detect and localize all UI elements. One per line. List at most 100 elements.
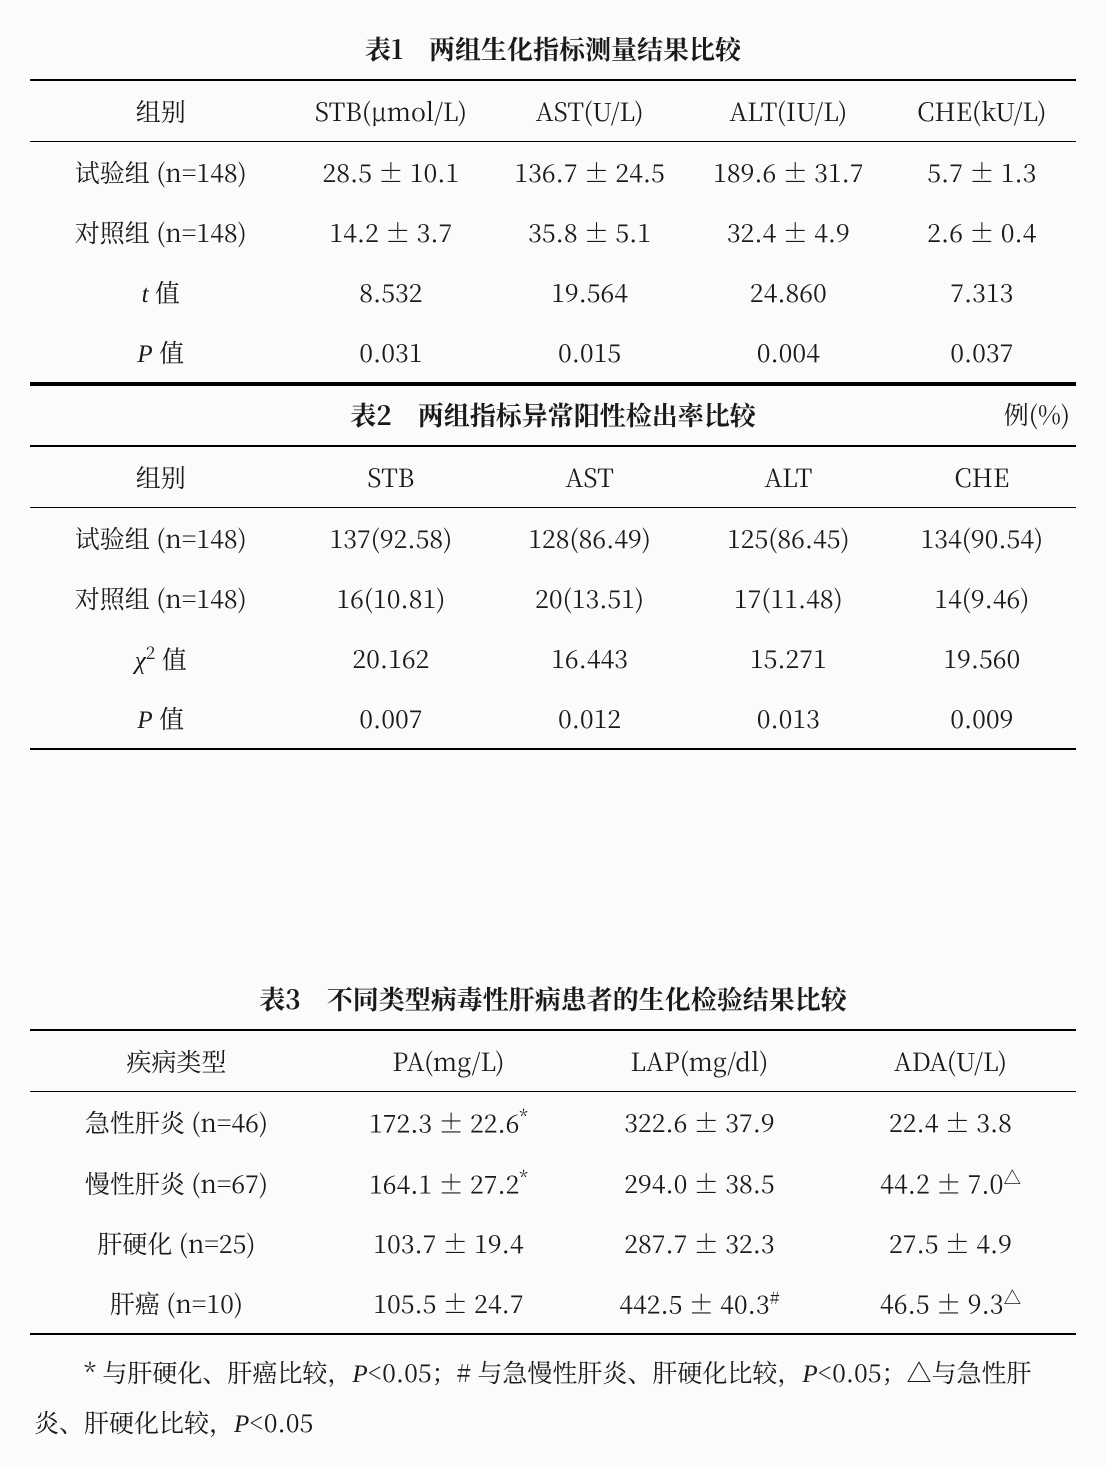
row-label: 试验组 (n=148) <box>30 508 292 569</box>
table3: 疾病类型 PA(mg/L) LAP(mg/dl) ADA(U/L) 急性肝炎 (… <box>30 1029 1076 1335</box>
cell: 0.007 <box>292 688 491 749</box>
table3-body: 急性肝炎 (n=46) 172.3 ± 22.6* 322.6 ± 37.9 2… <box>30 1092 1076 1334</box>
cell: 5.7 ± 1.3 <box>888 142 1076 203</box>
cell: 24.860 <box>689 262 888 322</box>
cell: 46.5 ± 9.3△ <box>825 1273 1076 1334</box>
cell: 20.162 <box>292 628 491 688</box>
table-row: 对照组 (n=148) 14.2 ± 3.7 35.8 ± 5.1 32.4 ±… <box>30 202 1076 262</box>
cell: 17(11.48) <box>689 568 888 628</box>
table1-header-1: STB(μmol/L) <box>292 80 491 142</box>
row-label: χ2 值 <box>30 628 292 688</box>
row-label: 慢性肝炎 (n=67) <box>30 1153 323 1213</box>
cell: 7.313 <box>888 262 1076 322</box>
cell: 128(86.49) <box>490 508 689 569</box>
table-row: 对照组 (n=148) 16(10.81) 20(13.51) 17(11.48… <box>30 568 1076 628</box>
table2-header-0: 组别 <box>30 446 292 508</box>
cell: 2.6 ± 0.4 <box>888 202 1076 262</box>
table1-head: 组别 STB(μmol/L) AST(U/L) ALT(IU/L) CHE(kU… <box>30 80 1076 142</box>
table1-header-0: 组别 <box>30 80 292 142</box>
table3-header-1: PA(mg/L) <box>323 1030 574 1092</box>
table-row: 试验组 (n=148) 137(92.58) 128(86.49) 125(86… <box>30 508 1076 569</box>
cell: 0.015 <box>490 322 689 383</box>
cell: 16(10.81) <box>292 568 491 628</box>
table-row: 慢性肝炎 (n=67) 164.1 ± 27.2* 294.0 ± 38.5 4… <box>30 1153 1076 1213</box>
cell: 105.5 ± 24.7 <box>323 1273 574 1334</box>
cell: 0.004 <box>689 322 888 383</box>
table2-body: 试验组 (n=148) 137(92.58) 128(86.49) 125(86… <box>30 508 1076 750</box>
row-label: 肝硬化 (n=25) <box>30 1213 323 1273</box>
row-label: t 值 <box>30 262 292 322</box>
table1-container: 表1 两组生化指标测量结果比较 组别 STB(μmol/L) AST(U/L) … <box>30 20 1076 384</box>
cell: 0.031 <box>292 322 491 383</box>
table1-title: 表1 两组生化指标测量结果比较 <box>30 20 1076 79</box>
cell: 189.6 ± 31.7 <box>689 142 888 203</box>
cell: 15.271 <box>689 628 888 688</box>
table1-body: 试验组 (n=148) 28.5 ± 10.1 136.7 ± 24.5 189… <box>30 142 1076 384</box>
cell: 0.037 <box>888 322 1076 383</box>
cell: 19.564 <box>490 262 689 322</box>
cell: 134(90.54) <box>888 508 1076 569</box>
table3-header-3: ADA(U/L) <box>825 1030 1076 1092</box>
row-label: 急性肝炎 (n=46) <box>30 1092 323 1153</box>
table1-header-2: AST(U/L) <box>490 80 689 142</box>
cell: 27.5 ± 4.9 <box>825 1213 1076 1273</box>
cell: 44.2 ± 7.0△ <box>825 1153 1076 1213</box>
cell: 172.3 ± 22.6* <box>323 1092 574 1153</box>
cell: 35.8 ± 5.1 <box>490 202 689 262</box>
cell: 442.5 ± 40.3# <box>574 1273 825 1334</box>
cell: 137(92.58) <box>292 508 491 569</box>
cell: 22.4 ± 3.8 <box>825 1092 1076 1153</box>
cell: 20(13.51) <box>490 568 689 628</box>
cell: 16.443 <box>490 628 689 688</box>
cell: 322.6 ± 37.9 <box>574 1092 825 1153</box>
table3-header-0: 疾病类型 <box>30 1030 323 1092</box>
table2-container: 表2 两组指标异常阳性检出率比较 例(%) 组别 STB AST ALT CHE… <box>30 384 1076 750</box>
table-row: P 值 0.007 0.012 0.013 0.009 <box>30 688 1076 749</box>
cell: 14.2 ± 3.7 <box>292 202 491 262</box>
table3-header-row: 疾病类型 PA(mg/L) LAP(mg/dl) ADA(U/L) <box>30 1030 1076 1092</box>
table3-head: 疾病类型 PA(mg/L) LAP(mg/dl) ADA(U/L) <box>30 1030 1076 1092</box>
table-row: 急性肝炎 (n=46) 172.3 ± 22.6* 322.6 ± 37.9 2… <box>30 1092 1076 1153</box>
row-label: 对照组 (n=148) <box>30 202 292 262</box>
cell: 287.7 ± 32.3 <box>574 1213 825 1273</box>
row-label: 肝癌 (n=10) <box>30 1273 323 1334</box>
cell: 164.1 ± 27.2* <box>323 1153 574 1213</box>
cell: 0.012 <box>490 688 689 749</box>
table2-head: 组别 STB AST ALT CHE <box>30 446 1076 508</box>
cell: 32.4 ± 4.9 <box>689 202 888 262</box>
row-label: P 值 <box>30 688 292 749</box>
vertical-spacer <box>30 750 1076 970</box>
cell: 0.009 <box>888 688 1076 749</box>
table2-title: 表2 两组指标异常阳性检出率比较 <box>350 396 755 433</box>
cell: 0.013 <box>689 688 888 749</box>
cell: 136.7 ± 24.5 <box>490 142 689 203</box>
table2-suffix: 例(%) <box>1004 396 1070 432</box>
table-row: χ2 值 20.162 16.443 15.271 19.560 <box>30 628 1076 688</box>
table2-header-row: 组别 STB AST ALT CHE <box>30 446 1076 508</box>
table3-container: 表3 不同类型病毒性肝病患者的生化检验结果比较 疾病类型 PA(mg/L) LA… <box>30 970 1076 1448</box>
table2-title-row: 表2 两组指标异常阳性检出率比较 例(%) <box>30 384 1076 445</box>
table-row: 试验组 (n=148) 28.5 ± 10.1 136.7 ± 24.5 189… <box>30 142 1076 203</box>
row-label: P 值 <box>30 322 292 383</box>
cell: 28.5 ± 10.1 <box>292 142 491 203</box>
cell: 19.560 <box>888 628 1076 688</box>
cell: 125(86.45) <box>689 508 888 569</box>
table-row: P 值 0.031 0.015 0.004 0.037 <box>30 322 1076 383</box>
table-row: 肝癌 (n=10) 105.5 ± 24.7 442.5 ± 40.3# 46.… <box>30 1273 1076 1334</box>
table1: 组别 STB(μmol/L) AST(U/L) ALT(IU/L) CHE(kU… <box>30 79 1076 384</box>
cell: 103.7 ± 19.4 <box>323 1213 574 1273</box>
table2-header-2: AST <box>490 446 689 508</box>
table2: 组别 STB AST ALT CHE 试验组 (n=148) 137(92.58… <box>30 445 1076 750</box>
cell: 8.532 <box>292 262 491 322</box>
table1-header-3: ALT(IU/L) <box>689 80 888 142</box>
table-row: 肝硬化 (n=25) 103.7 ± 19.4 287.7 ± 32.3 27.… <box>30 1213 1076 1273</box>
row-label: 对照组 (n=148) <box>30 568 292 628</box>
cell: 14(9.46) <box>888 568 1076 628</box>
table-row: t 值 8.532 19.564 24.860 7.313 <box>30 262 1076 322</box>
table2-header-4: CHE <box>888 446 1076 508</box>
table1-header-4: CHE(kU/L) <box>888 80 1076 142</box>
row-label: 试验组 (n=148) <box>30 142 292 203</box>
table3-footnote: * 与肝硬化、肝癌比较，P<0.05；# 与急慢性肝炎、肝硬化比较，P<0.05… <box>30 1335 1076 1448</box>
table2-header-1: STB <box>292 446 491 508</box>
table3-header-2: LAP(mg/dl) <box>574 1030 825 1092</box>
